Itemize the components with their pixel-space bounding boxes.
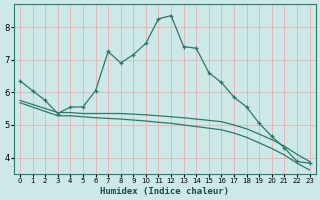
- X-axis label: Humidex (Indice chaleur): Humidex (Indice chaleur): [100, 187, 229, 196]
